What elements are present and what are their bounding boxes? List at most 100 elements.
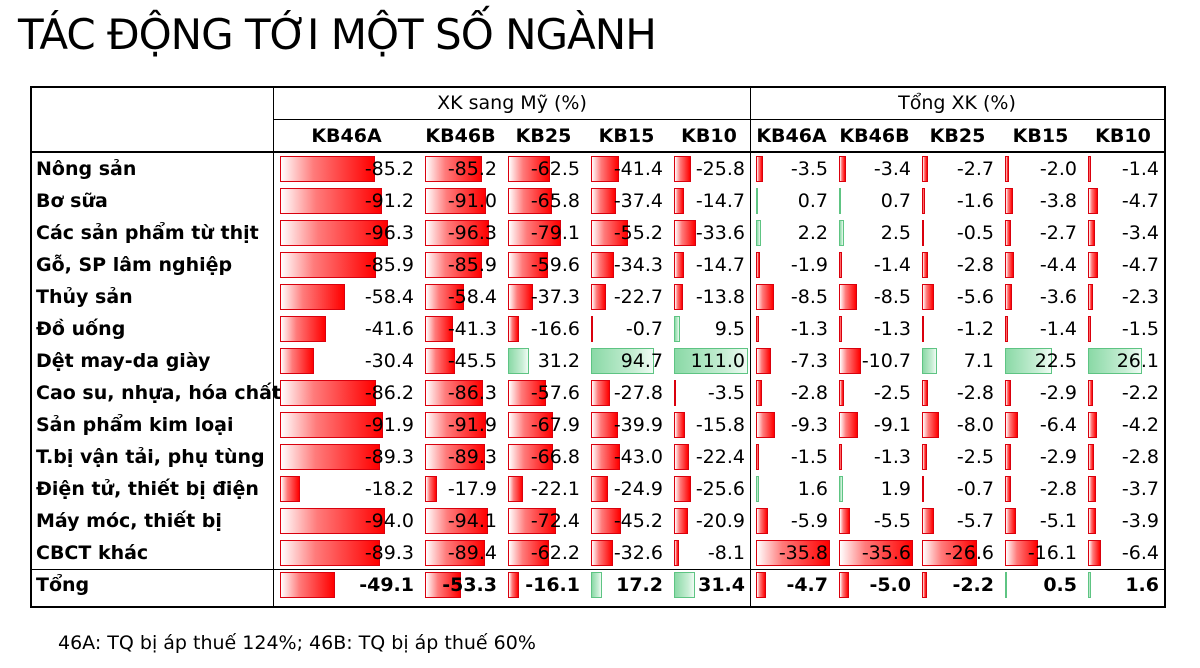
cell-value: -66.8	[530, 446, 580, 468]
negative-databar	[280, 540, 380, 566]
data-cell: -5.0	[833, 569, 916, 601]
negative-databar	[756, 252, 760, 278]
data-cell: -1.3	[833, 313, 916, 345]
data-cell: -65.8	[502, 185, 585, 217]
negative-databar	[1005, 508, 1016, 534]
negative-databar	[1005, 444, 1011, 470]
negative-databar	[280, 380, 376, 406]
table-row: Thủy sản -58.4 -58.4 -37.3 -22.7 -13.8 -8.5 -8.…	[32, 281, 1164, 313]
cell-value: 0.5	[1043, 574, 1077, 596]
data-cell: -35.8	[750, 537, 833, 569]
cell-value: -1.4	[873, 254, 911, 276]
data-cell: -9.3	[750, 409, 833, 441]
data-cell: -2.3	[1082, 281, 1164, 313]
data-cell: -2.8	[750, 377, 833, 409]
cell-value: -45.5	[447, 350, 497, 372]
data-cell: 2.2	[750, 217, 833, 249]
data-cell: -37.4	[585, 185, 668, 217]
data-cell: -1.5	[750, 441, 833, 473]
cell-value: -96.3	[364, 222, 414, 244]
cell-value: -58.4	[364, 286, 414, 308]
data-cell: -89.4	[419, 537, 502, 569]
data-cell: -3.6	[999, 281, 1082, 313]
cell-value: -2.8	[1121, 446, 1159, 468]
negative-databar	[1005, 540, 1038, 566]
data-cell: -89.3	[274, 537, 419, 569]
row-label: CBCT khác	[36, 542, 149, 564]
cell-value: -22.1	[530, 478, 580, 500]
cell-value: 31.4	[698, 574, 745, 596]
negative-databar	[425, 444, 485, 470]
table-row: Đồ uống -41.6 -41.3 -16.6 -0.7 9.5 -1.3 -1.3 -1.…	[32, 313, 1164, 345]
data-cell: -8.1	[668, 537, 750, 569]
data-cell: -3.5	[668, 377, 750, 409]
negative-databar	[1088, 380, 1093, 406]
table-row: Các sản phẩm từ thịt -96.3 -96.3 -79.1 -55.2…	[32, 217, 1164, 249]
data-cell: -57.6	[502, 377, 585, 409]
data-cell: -16.1	[502, 569, 585, 601]
data-cell: -13.8	[668, 281, 750, 313]
negative-databar	[508, 220, 561, 246]
row-label: Đồ uống	[36, 318, 126, 340]
cell-value: -5.9	[790, 510, 828, 532]
data-cell: 1.6	[1082, 569, 1164, 601]
data-cell: -6.4	[999, 409, 1082, 441]
cell-value: -67.9	[530, 414, 580, 436]
row-label: Thủy sản	[36, 286, 133, 308]
negative-databar	[674, 508, 688, 534]
cell-value: -91.9	[447, 414, 497, 436]
cell-value: -5.0	[869, 574, 911, 596]
cell-value: -89.3	[447, 446, 497, 468]
cell-value: -20.9	[695, 510, 745, 532]
negative-databar	[508, 156, 550, 182]
cell-value: -2.2	[1121, 382, 1159, 404]
cell-value: -2.5	[956, 446, 994, 468]
positive-databar	[1088, 572, 1091, 598]
cell-value: -1.3	[873, 318, 911, 340]
data-cell: 22.5	[999, 345, 1082, 377]
negative-databar	[1005, 476, 1011, 502]
cell-value: -79.1	[530, 222, 580, 244]
data-cell: -41.6	[274, 313, 419, 345]
negative-databar	[1005, 220, 1011, 246]
table-row: Gỗ, SP lâm nghiệp -85.9 -85.9 -59.6 -34.3 -14…	[32, 249, 1164, 281]
negative-databar	[591, 476, 608, 502]
negative-databar	[674, 220, 696, 246]
data-cell: 0.5	[999, 569, 1082, 601]
data-cell: -14.7	[668, 249, 750, 281]
negative-databar	[425, 508, 488, 534]
cell-value: -41.4	[613, 158, 663, 180]
data-cell: -2.8	[1082, 441, 1164, 473]
cell-value: -86.2	[364, 382, 414, 404]
cell-value: -8.5	[790, 286, 828, 308]
cell-value: -89.3	[364, 542, 414, 564]
positive-databar	[839, 220, 844, 246]
data-cell: -6.4	[1082, 537, 1164, 569]
row-label: Các sản phẩm từ thịt	[36, 222, 259, 244]
negative-databar	[922, 508, 934, 534]
data-cell: -18.2	[274, 473, 419, 505]
data-cell: -1.4	[833, 249, 916, 281]
negative-databar	[1088, 508, 1096, 534]
positive-databar	[591, 572, 602, 598]
negative-databar	[922, 220, 924, 246]
negative-databar	[839, 572, 849, 598]
data-cell: 0.7	[750, 185, 833, 217]
table-row: Bơ sữa -91.2 -91.0 -65.8 -37.4 -14.7 0.7 0.7 -1.…	[32, 185, 1164, 217]
data-cell: -2.8	[916, 377, 999, 409]
cell-value: -18.2	[364, 478, 414, 500]
data-cell: -62.2	[502, 537, 585, 569]
cell-value: -25.6	[695, 478, 745, 500]
data-cell: -3.8	[999, 185, 1082, 217]
data-cell: -22.7	[585, 281, 668, 313]
negative-databar	[591, 508, 621, 534]
positive-databar	[1005, 348, 1052, 374]
negative-databar	[674, 380, 676, 406]
negative-databar	[508, 412, 553, 438]
cell-value: 1.6	[1125, 574, 1159, 596]
data-cell: -1.4	[1082, 153, 1164, 185]
negative-databar	[1088, 284, 1093, 310]
negative-databar	[425, 380, 483, 406]
data-cell: -32.6	[585, 537, 668, 569]
data-cell: -7.3	[750, 345, 833, 377]
